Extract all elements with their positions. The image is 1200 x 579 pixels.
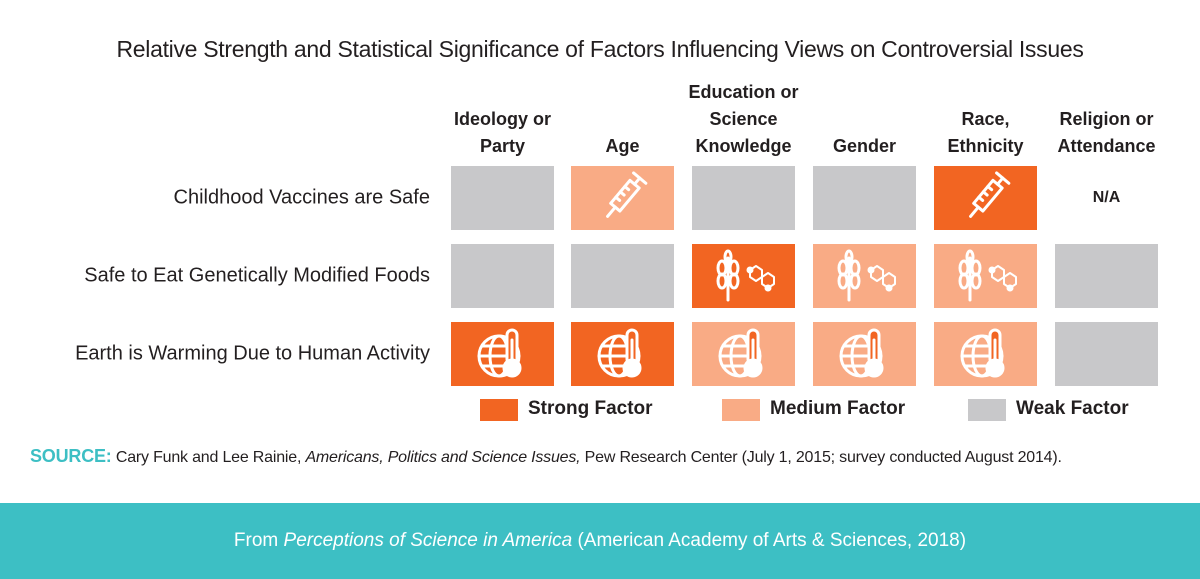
factor-cell	[813, 322, 916, 386]
legend-swatch	[722, 399, 760, 421]
factor-cell	[692, 244, 795, 308]
legend-label: Weak Factor	[1016, 398, 1129, 419]
legend-label: Strong Factor	[528, 398, 653, 419]
factor-cell	[934, 244, 1037, 308]
factor-cell	[1055, 244, 1158, 308]
factor-cell	[934, 166, 1037, 230]
footer: From Perceptions of Science in America (…	[0, 530, 1200, 552]
title: Relative Strength and Statistical Signif…	[116, 36, 1084, 62]
factor-cell	[451, 322, 554, 386]
factor-cell	[1055, 322, 1158, 386]
source-text: Pew Research Center (July 1, 2015; surve…	[580, 449, 1062, 466]
row-label: Childhood Vaccines are Safe	[173, 186, 430, 209]
factor-cell	[813, 244, 916, 308]
factor-cell	[451, 244, 554, 308]
legend-label: Medium Factor	[770, 398, 906, 419]
column-header: Ideology or Party	[453, 109, 551, 156]
factor-cell	[934, 322, 1037, 386]
column-header: Race, Ethnicity	[947, 109, 1024, 156]
factor-cell	[692, 166, 795, 230]
source-text: Cary Funk and Lee Rainie,	[115, 449, 306, 466]
legend-swatch	[480, 399, 518, 421]
footer-band	[0, 503, 1200, 579]
factor-cell	[451, 166, 554, 230]
footer-text: (American Academy of Arts & Sciences, 20…	[572, 530, 967, 551]
footer-text: From	[233, 530, 284, 551]
factor-cell	[813, 166, 916, 230]
row-label: Safe to Eat Genetically Modified Foods	[84, 264, 430, 287]
factor-cell	[692, 322, 795, 386]
row-label: Earth is Warming Due to Human Activity	[75, 342, 430, 365]
cell-text: N/A	[1092, 189, 1121, 206]
factor-cell	[571, 244, 674, 308]
column-header: Gender	[832, 136, 897, 156]
source: SOURCE: Cary Funk and Lee Rainie, Americ…	[30, 446, 1062, 467]
column-header: Age	[605, 136, 640, 156]
legend-swatch	[968, 399, 1006, 421]
footer-title: Perceptions of Science in America	[283, 530, 573, 551]
source-label: SOURCE:	[30, 446, 112, 466]
column-header: Religion or Attendance	[1057, 109, 1156, 156]
column-header: Education or Science Knowledge	[688, 82, 799, 156]
factor-cell	[571, 322, 674, 386]
factor-cell	[571, 166, 674, 230]
source-title: Americans, Politics and Science Issues,	[305, 449, 581, 466]
